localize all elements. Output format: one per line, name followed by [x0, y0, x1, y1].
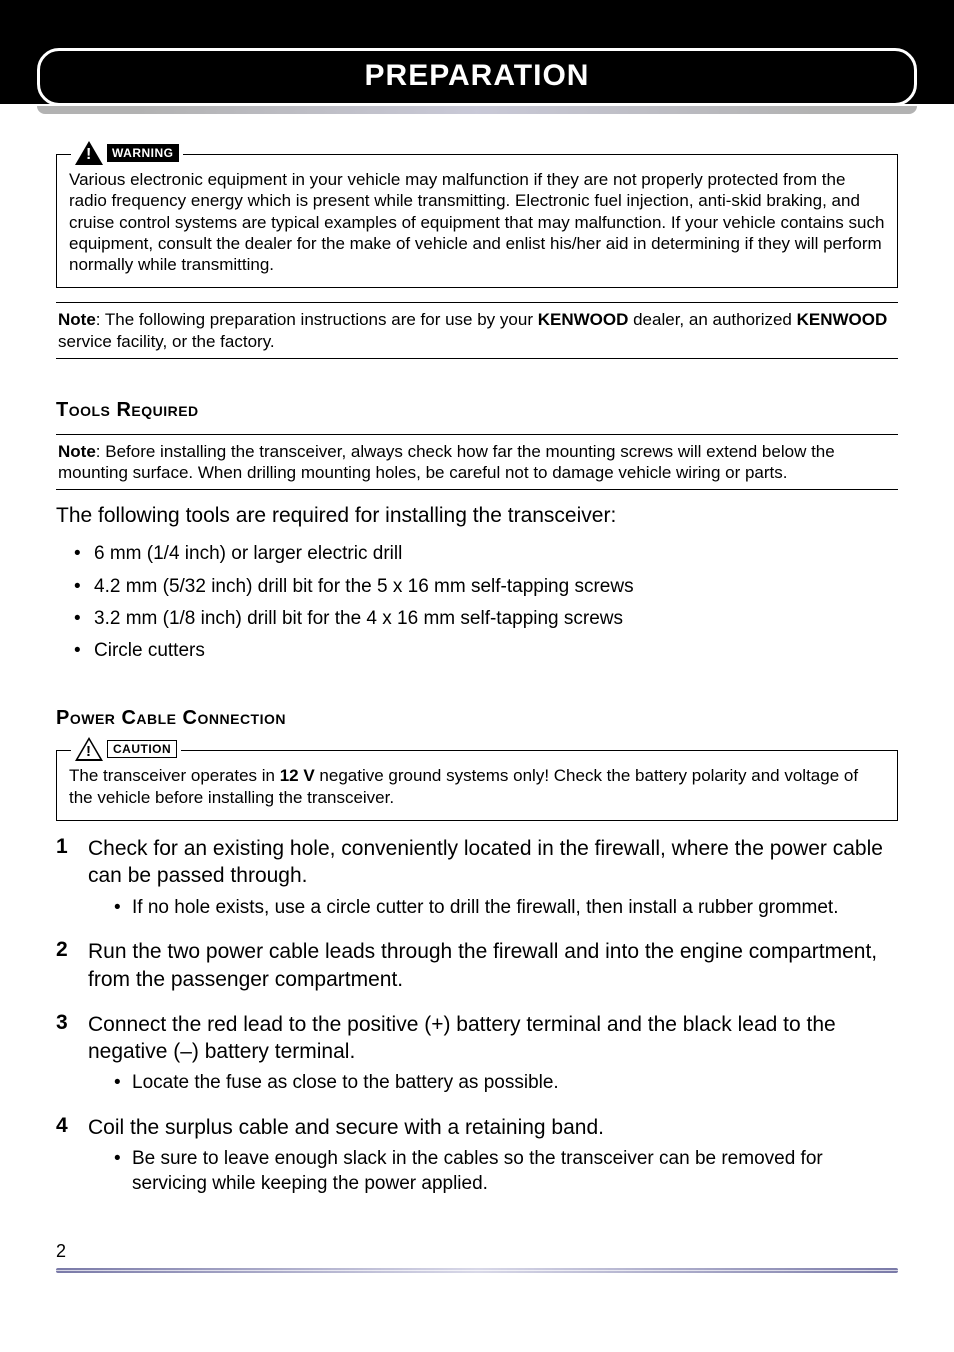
step-3: Connect the red lead to the positive (+)…: [56, 1011, 898, 1096]
page-footer: 2: [0, 1241, 954, 1301]
caution-label: CAUTION: [71, 737, 181, 761]
page-title: PREPARATION: [365, 59, 590, 92]
note-brand2: KENWOOD: [797, 310, 888, 329]
title-pill: PREPARATION: [37, 48, 917, 106]
step-text: Connect the red lead to the positive (+)…: [88, 1011, 898, 1066]
note-tools-prefix: Note: [58, 442, 96, 461]
step-sub: If no hole exists, use a circle cutter t…: [88, 896, 898, 921]
list-item: 6 mm (1/4 inch) or larger electric drill: [74, 538, 898, 570]
step-sub: Be sure to leave enough slack in the cab…: [88, 1147, 898, 1196]
steps-list: Check for an existing hole, conveniently…: [56, 835, 898, 1197]
warning-badge: WARNING: [107, 144, 179, 162]
warning-text: Various electronic equipment in your veh…: [69, 169, 885, 275]
power-heading: Power Cable Connection: [56, 707, 898, 730]
note-brand1: KENWOOD: [538, 310, 629, 329]
step-sub-item: If no hole exists, use a circle cutter t…: [114, 896, 898, 921]
step-2: Run the two power cable leads through th…: [56, 938, 898, 993]
step-sub: Locate the fuse as close to the battery …: [88, 1071, 898, 1096]
caution-icon: [75, 737, 103, 761]
step-text: Coil the surplus cable and secure with a…: [88, 1114, 898, 1141]
note-seg3: service facility, or the factory.: [58, 332, 275, 351]
caution-seg1: The transceiver operates in: [69, 766, 280, 785]
title-accent: [37, 106, 917, 114]
step-text: Run the two power cable leads through th…: [88, 938, 898, 993]
caution-bold: 12 V: [280, 766, 315, 785]
caution-text: The transceiver operates in 12 V negativ…: [69, 765, 885, 808]
footer-rule: [56, 1268, 898, 1273]
caution-badge: CAUTION: [107, 740, 177, 758]
warning-label: WARNING: [71, 141, 183, 165]
note-seg2: dealer, an authorized: [628, 310, 796, 329]
list-item: 3.2 mm (1/8 inch) drill bit for the 4 x …: [74, 603, 898, 635]
step-text: Check for an existing hole, conveniently…: [88, 835, 898, 890]
note-prefix: Note: [58, 310, 96, 329]
note-tools: Note: Before installing the transceiver,…: [56, 434, 898, 491]
list-item: 4.2 mm (5/32 inch) drill bit for the 5 x…: [74, 571, 898, 603]
note-dealer: Note: The following preparation instruct…: [56, 302, 898, 359]
warning-box: WARNING Various electronic equipment in …: [56, 154, 898, 288]
note-tools-text: : Before installing the transceiver, alw…: [58, 442, 835, 482]
warning-icon: [75, 141, 103, 165]
tools-heading: Tools Required: [56, 399, 898, 422]
step-1: Check for an existing hole, conveniently…: [56, 835, 898, 920]
step-4: Coil the surplus cable and secure with a…: [56, 1114, 898, 1197]
step-sub-item: Locate the fuse as close to the battery …: [114, 1071, 898, 1096]
tools-intro: The following tools are required for ins…: [56, 504, 898, 528]
list-item: Circle cutters: [74, 635, 898, 667]
page-header: PREPARATION: [0, 0, 954, 104]
note-seg1: : The following preparation instructions…: [96, 310, 538, 329]
tools-list: 6 mm (1/4 inch) or larger electric drill…: [56, 538, 898, 667]
caution-box: CAUTION The transceiver operates in 12 V…: [56, 750, 898, 821]
page-number: 2: [56, 1241, 898, 1262]
step-sub-item: Be sure to leave enough slack in the cab…: [114, 1147, 898, 1196]
